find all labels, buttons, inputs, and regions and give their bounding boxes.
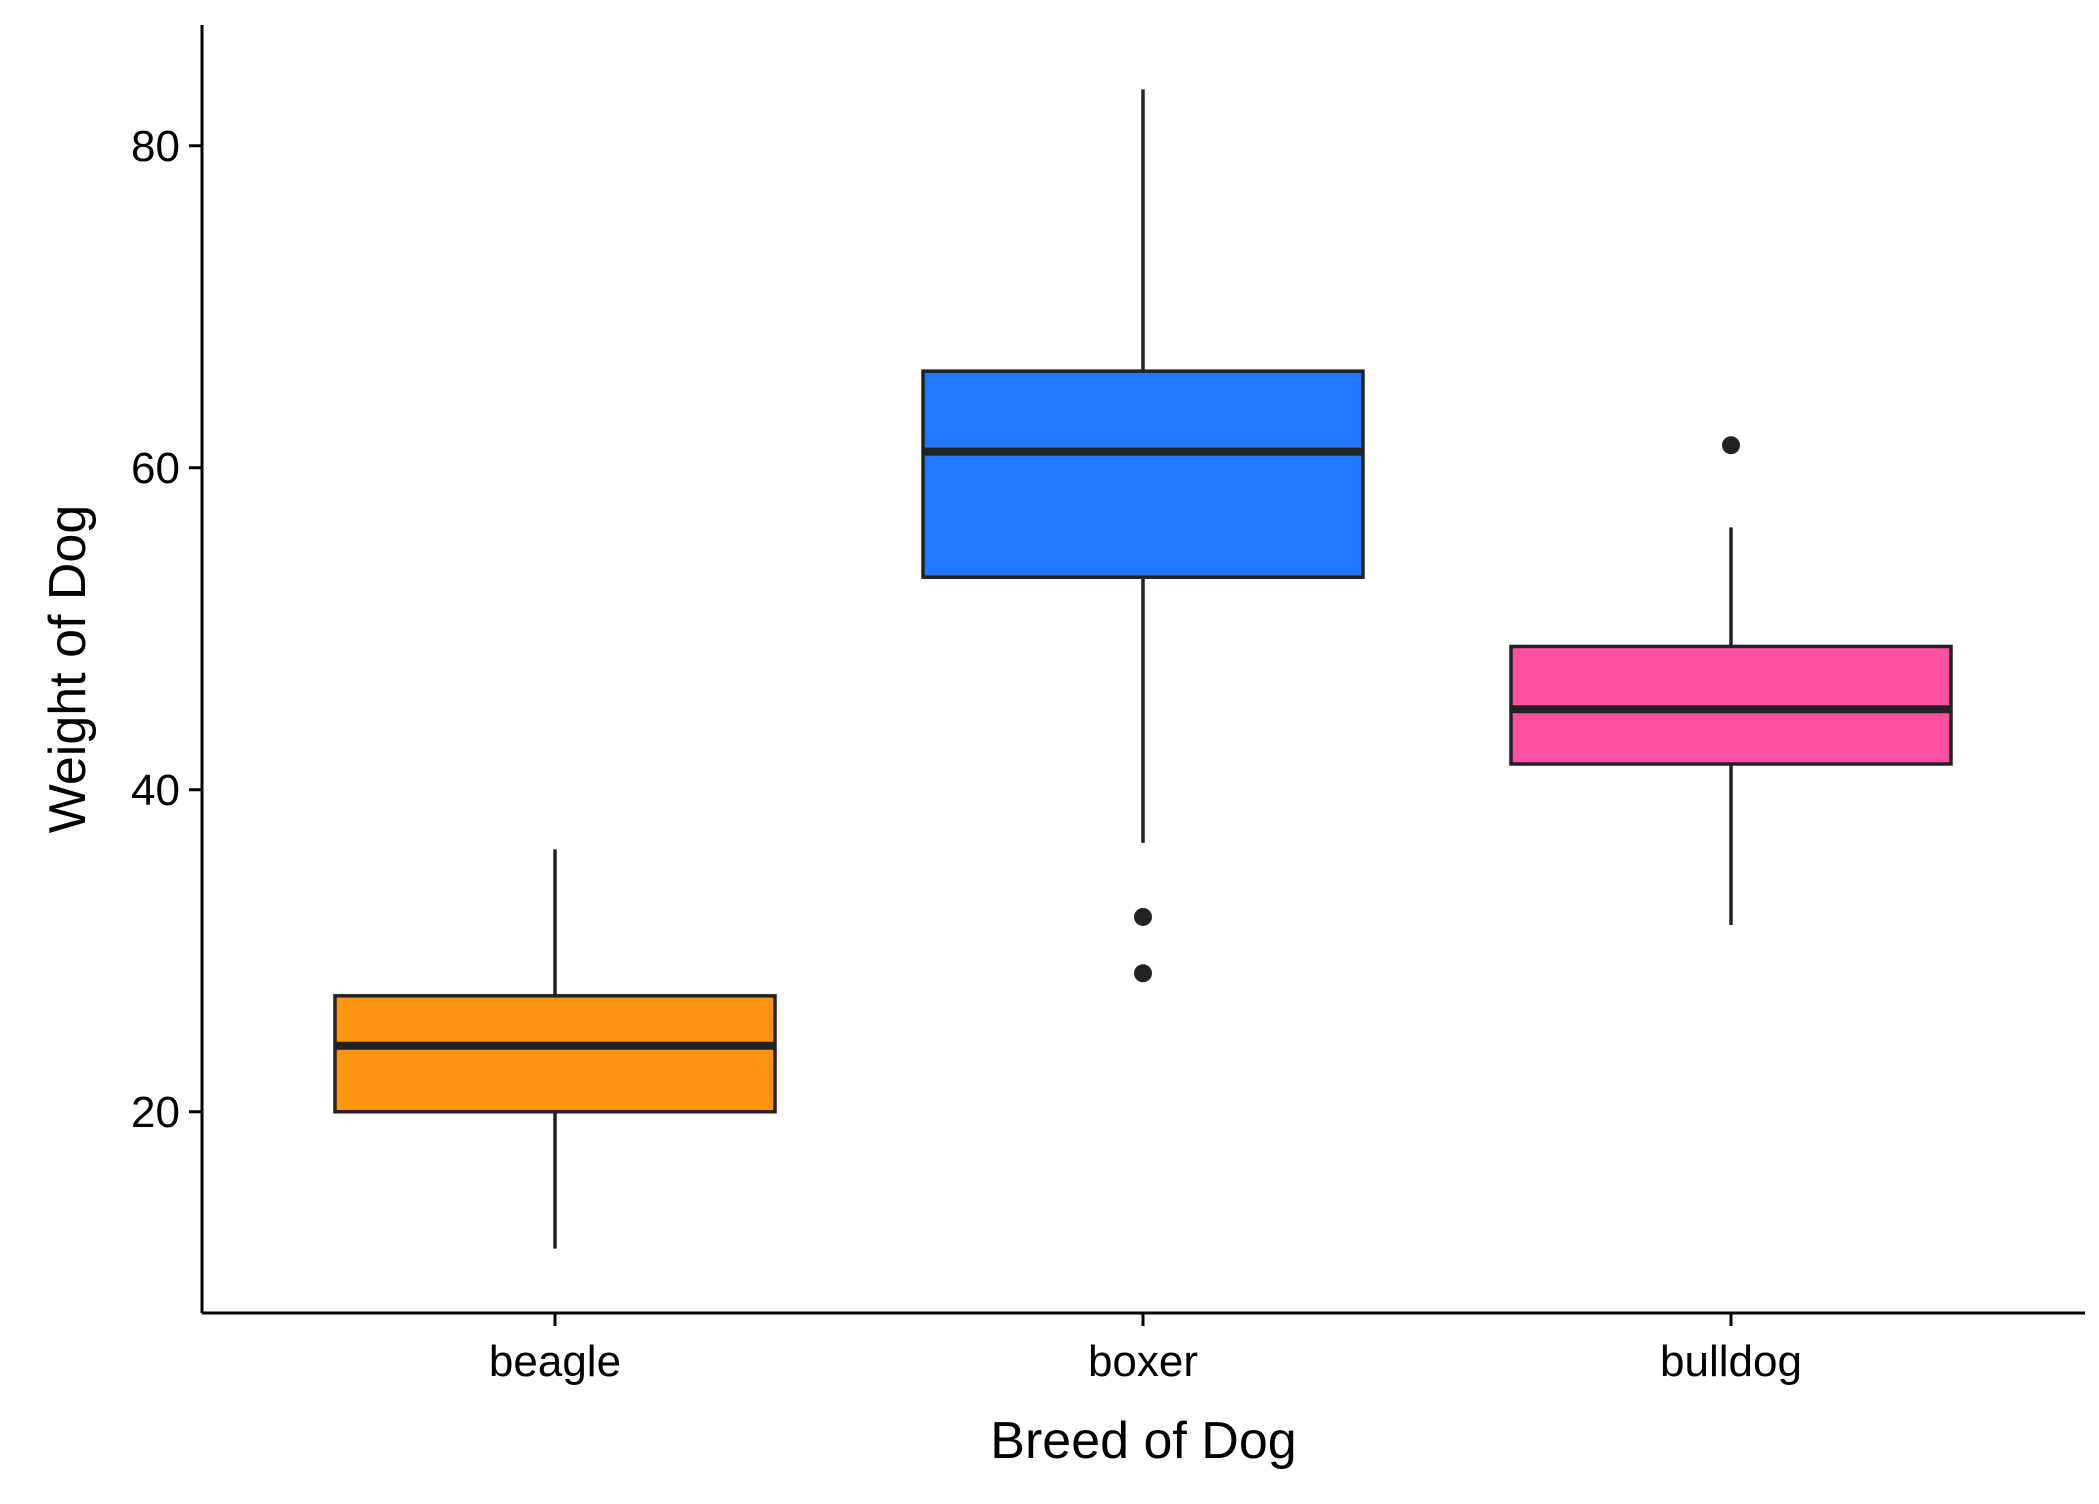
box-beagle xyxy=(333,849,777,1249)
y-tick-label: 40 xyxy=(131,766,180,815)
x-tick-label: boxer xyxy=(1088,1337,1198,1386)
outlier-point xyxy=(1134,907,1152,926)
x-axis-title: Breed of Dog xyxy=(990,1412,1296,1470)
outlier-point xyxy=(1134,964,1152,983)
x-tick-label: bulldog xyxy=(1660,1337,1802,1386)
boxes-layer xyxy=(333,89,1953,1249)
box-boxer xyxy=(921,89,1365,983)
box-iqr xyxy=(333,994,777,1114)
ticks-layer: 20 40 60 80 beagle boxer bulldog xyxy=(131,122,1802,1386)
y-tick-label: 60 xyxy=(131,444,180,493)
box-bulldog xyxy=(1509,436,1953,925)
box-iqr xyxy=(921,369,1365,579)
outlier-point xyxy=(1722,436,1740,455)
y-axis-title: Weight of Dog xyxy=(39,505,97,834)
y-tick-label: 80 xyxy=(131,122,180,171)
x-tick-label: beagle xyxy=(489,1337,621,1386)
y-tick-label: 20 xyxy=(131,1088,180,1137)
box-iqr xyxy=(1509,644,1953,766)
